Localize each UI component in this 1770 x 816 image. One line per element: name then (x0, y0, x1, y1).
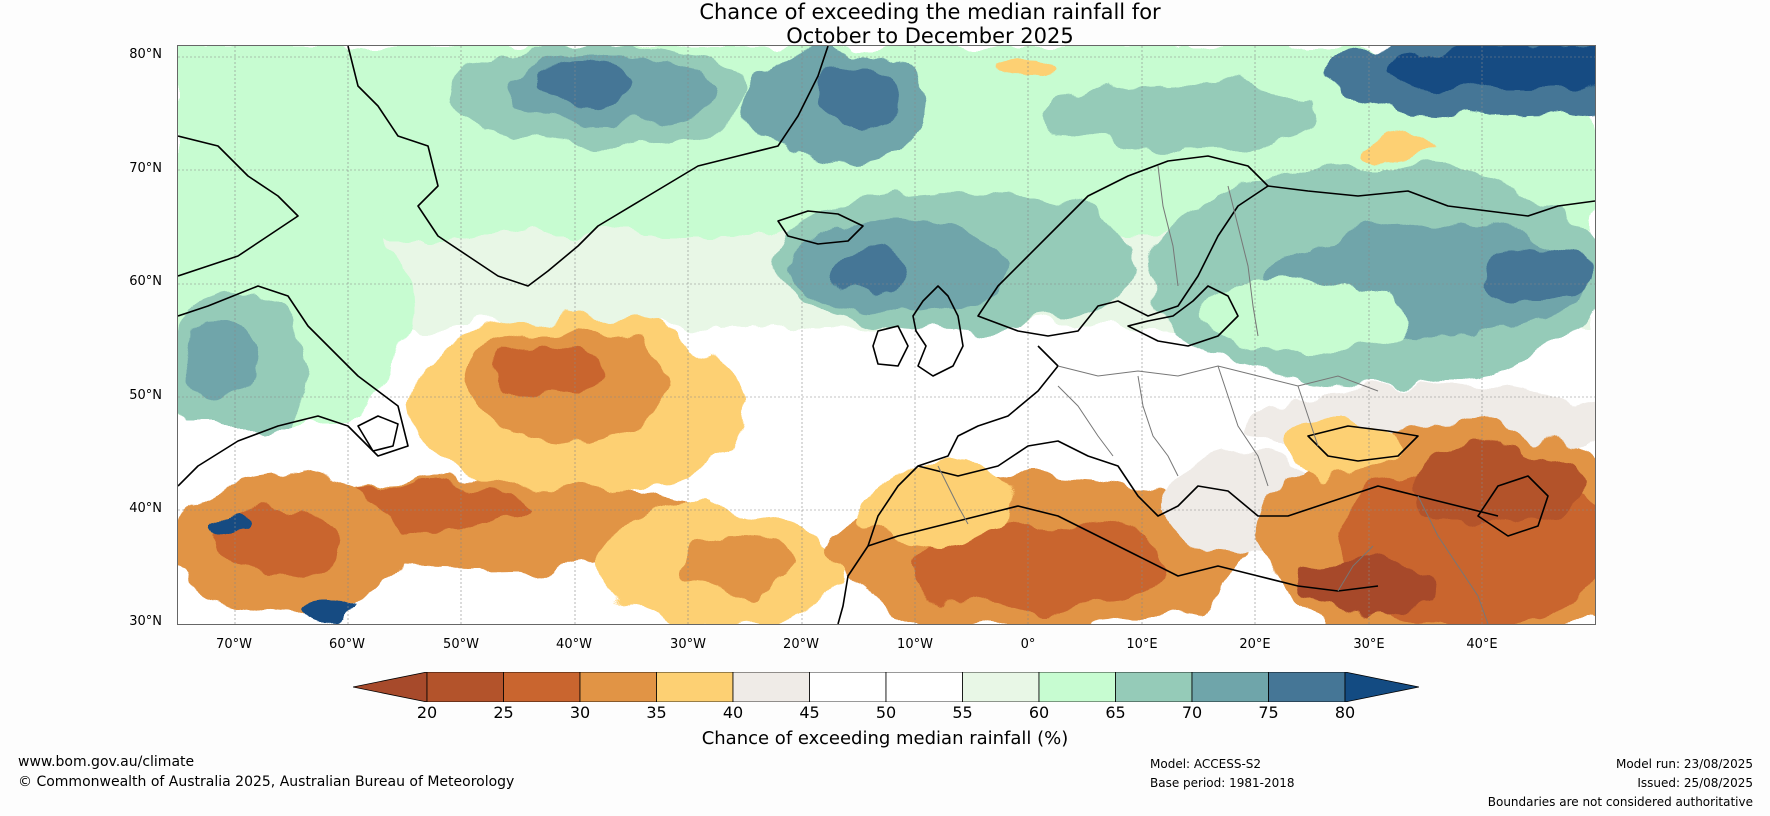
scandinavia-coast (977, 155, 1269, 337)
britain-coast (912, 285, 964, 377)
colorbar-extend-high (1344, 672, 1419, 702)
coastlines (178, 46, 1595, 624)
probability-field (178, 46, 1595, 624)
map-title: Chance of exceeding the median rainfall … (0, 0, 1770, 48)
colorbar-swatch (1038, 672, 1116, 702)
iceland-coast (777, 210, 864, 245)
lon-label-40w: 40°W (556, 637, 592, 652)
colorbar-tick-label: 35 (646, 703, 667, 722)
lon-label-30e: 30°E (1353, 637, 1385, 652)
black-sea-coast (1307, 425, 1419, 462)
mediterranean-north (917, 440, 1499, 517)
greenland-coast (347, 46, 829, 287)
issued-text: Issued: 25/08/2025 (1637, 776, 1753, 790)
title-line-1: Chance of exceeding the median rainfall … (699, 0, 1161, 24)
colorbar (353, 672, 1419, 702)
colorbar-swatch (656, 672, 734, 702)
model-run-text: Model run: 23/08/2025 (1615, 757, 1753, 771)
colorbar-tick-label: 50 (875, 703, 897, 722)
newfoundland-coast (357, 415, 399, 452)
colorbar-swatch (1268, 672, 1346, 702)
colorbar-swatch (809, 672, 887, 702)
colorbar-swatch (1115, 672, 1193, 702)
europe-west-coast (837, 345, 1059, 624)
baltic-coast (1127, 285, 1239, 347)
labrador-coast (178, 285, 409, 487)
colorbar-swatch (503, 672, 581, 702)
colorbar-swatch (579, 672, 657, 702)
colorbar-tick-label: 75 (1258, 703, 1279, 722)
lon-label-30w: 30°W (670, 637, 706, 652)
colorbar-swatch (732, 672, 810, 702)
rainfall-probability-map (177, 45, 1596, 625)
caspian-coast (1477, 475, 1549, 537)
colorbar-tick-label: 60 (1028, 703, 1050, 722)
colorbar-tick-label: 65 (1105, 703, 1126, 722)
lon-label-70w: 70°W (216, 637, 252, 652)
copyright-text: © Commonwealth of Australia 2025, Austra… (18, 774, 515, 790)
base-period-text: Base period: 1981-2018 (1150, 776, 1295, 790)
lon-label-0: 0° (1020, 637, 1036, 652)
colorbar-swatch (1191, 672, 1269, 702)
lat-label-80n: 80°N (129, 47, 162, 62)
lon-label-20e: 20°E (1239, 637, 1271, 652)
colorbar-swatch (962, 672, 1040, 702)
model-text: Model: ACCESS-S2 (1150, 757, 1262, 771)
north-africa-coast (867, 505, 1379, 592)
lat-label-60n: 60°N (129, 274, 162, 289)
colorbar-tick-label: 20 (416, 703, 438, 722)
country-borders (937, 165, 1489, 624)
lon-label-60w: 60°W (329, 637, 365, 652)
graticule (178, 46, 1595, 624)
colorbar-tick-label: 80 (1334, 703, 1356, 722)
website-text: www.bom.gov.au/climate (18, 754, 195, 770)
lat-label-70n: 70°N (129, 161, 162, 176)
lon-label-50w: 50°W (443, 637, 479, 652)
lon-label-40e: 40°E (1466, 637, 1498, 652)
lon-label-20w: 20°W (783, 637, 819, 652)
colorbar-extend-low (353, 672, 428, 702)
map-canvas (178, 46, 1595, 624)
colorbar-tick-label: 55 (952, 703, 973, 722)
colorbar-tick-label: 25 (493, 703, 514, 722)
lon-label-10w: 10°W (897, 637, 933, 652)
lat-label-50n: 50°N (129, 388, 162, 403)
title-line-2: October to December 2025 (786, 24, 1074, 48)
colorbar-tick-label: 40 (722, 703, 744, 722)
ireland-coast (872, 325, 909, 367)
russia-north-coast (1267, 185, 1595, 217)
lat-label-40n: 40°N (129, 501, 162, 516)
colorbar-tick-label: 45 (799, 703, 820, 722)
colorbar-swatch (885, 672, 963, 702)
lat-label-30n: 30°N (129, 614, 162, 629)
lon-label-10e: 10°E (1126, 637, 1158, 652)
colorbar-tick-label: 30 (569, 703, 591, 722)
colorbar-tick-label: 70 (1181, 703, 1203, 722)
colorbar-swatch (426, 672, 504, 702)
colorbar-label: Chance of exceeding median rainfall (%) (701, 728, 1069, 749)
disclaimer-text: Boundaries are not considered authoritat… (1487, 795, 1753, 809)
baffin-coast (178, 135, 299, 277)
